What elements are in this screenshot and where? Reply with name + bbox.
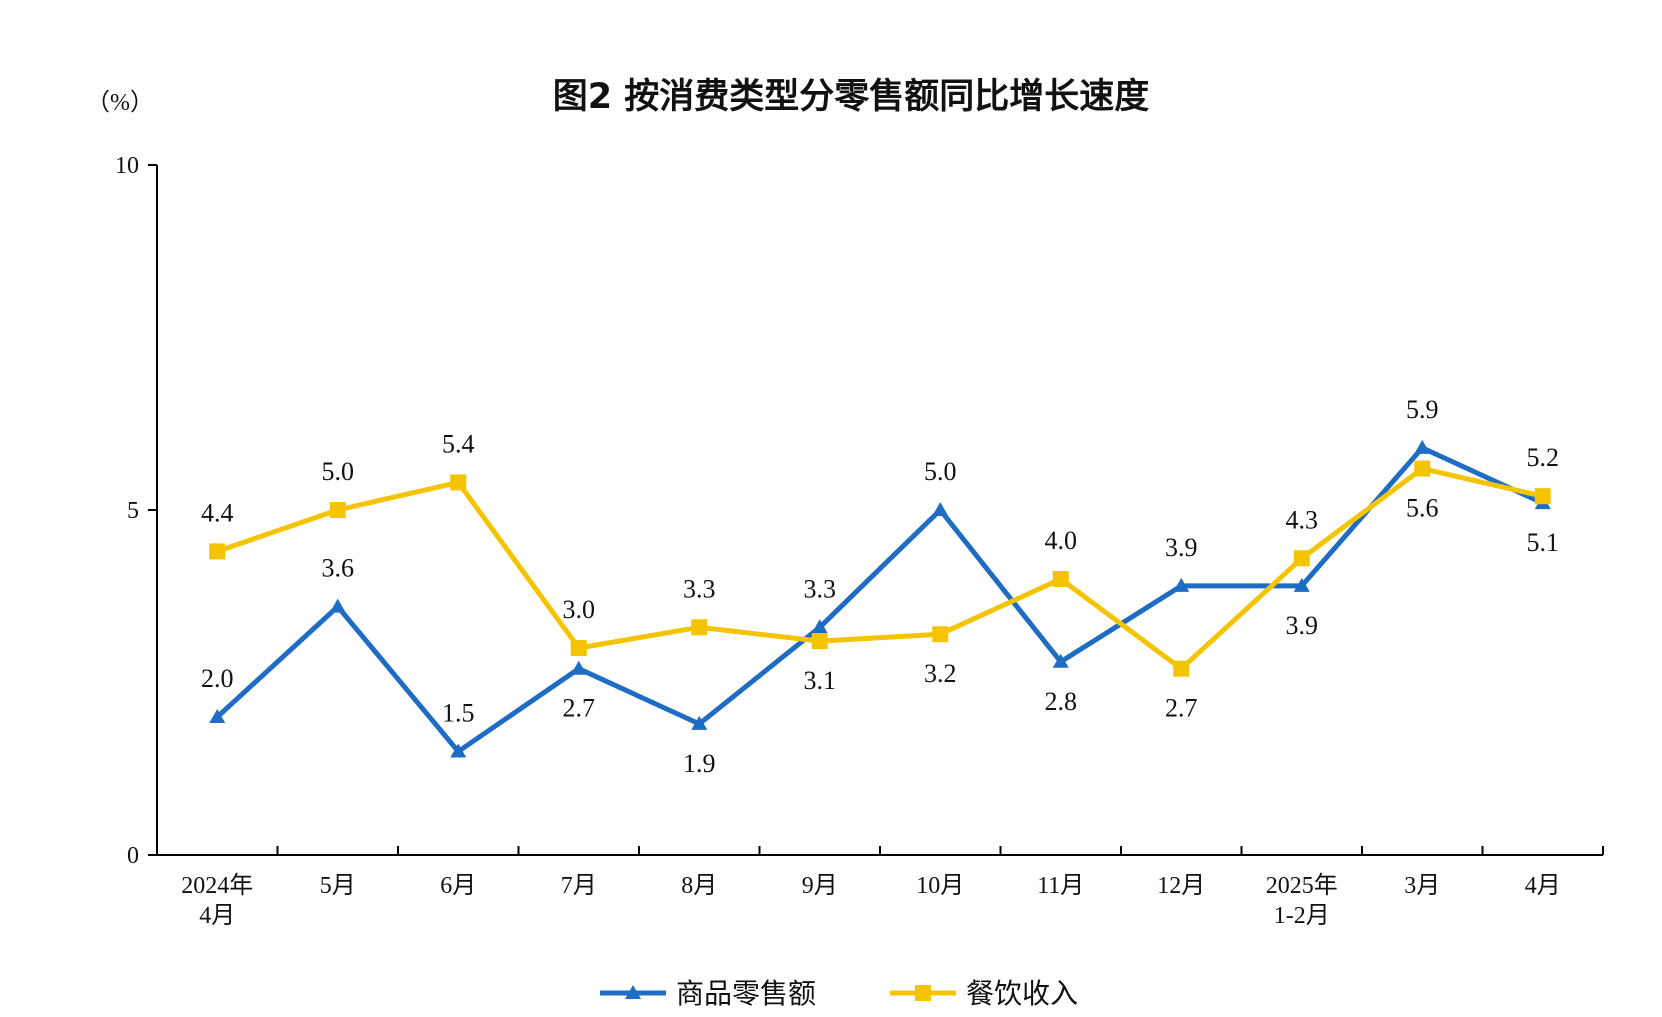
data-point-marker	[691, 619, 708, 636]
data-point-marker	[811, 619, 828, 634]
data-point-marker	[932, 502, 949, 516]
y-tick-label: 0	[127, 843, 139, 869]
x-tick-label: 6月	[440, 873, 476, 899]
data-point-marker	[209, 709, 226, 723]
data-point-marker	[570, 660, 587, 675]
data-label: 1.9	[683, 749, 716, 778]
y-tick-label: 10	[115, 153, 139, 179]
x-tick-label: 9月	[802, 873, 838, 899]
data-point-marker	[1173, 660, 1190, 677]
chart-axes	[156, 165, 1604, 856]
data-label: 1.5	[442, 699, 475, 728]
legend-item: 餐饮收入	[890, 977, 1078, 1010]
data-label: 5.0	[322, 457, 355, 486]
data-label: 3.1	[804, 666, 837, 695]
x-tick-label: 2024年 4月	[181, 872, 253, 929]
data-point-marker	[450, 743, 467, 758]
legend-item: 商品零售额	[600, 977, 816, 1010]
x-tick-label: 4月	[1525, 873, 1561, 899]
x-tick-label: 7月	[561, 873, 597, 899]
data-labels: 2.0 3.6 1.5 2.7 1.9 3.3 5.0 2.8 3.9 3.9 5.9 5.1 4.4 5…	[201, 395, 1559, 778]
x-tick-label: 8月	[681, 873, 717, 899]
data-label: 3.9	[1286, 611, 1319, 640]
legend-label: 餐饮收入	[966, 977, 1078, 1010]
x-tick-label: 11月	[1037, 873, 1084, 899]
data-label: 4.4	[201, 498, 234, 527]
data-point-marker	[570, 640, 587, 656]
data-label: 3.9	[1165, 533, 1198, 562]
x-tick-label: 5月	[320, 873, 356, 899]
data-label: 2.0	[201, 664, 234, 693]
data-label: 3.2	[924, 659, 957, 688]
series-0	[209, 439, 1551, 758]
data-point-marker	[450, 474, 467, 491]
data-label: 4.3	[1286, 505, 1319, 534]
x-tick-label: 10月	[916, 873, 964, 899]
data-label: 2.7	[563, 694, 596, 723]
series-1	[209, 460, 1551, 677]
data-label: 5.2	[1527, 443, 1560, 472]
data-point-marker	[329, 598, 346, 613]
data-point-marker	[1052, 653, 1069, 668]
data-label: 5.4	[442, 429, 475, 458]
data-point-marker	[1414, 439, 1431, 454]
data-label: 5.1	[1527, 528, 1560, 557]
data-point-marker	[329, 502, 346, 518]
data-label: 3.6	[322, 554, 355, 583]
data-point-marker	[1293, 550, 1310, 567]
legend-marker	[625, 985, 641, 999]
x-tick-label: 12月	[1157, 873, 1205, 899]
data-point-marker	[209, 543, 226, 560]
x-axis-category-labels: 2024年 4月 5月 6月 7月 8月 9月 10月 11月 12月 2025年 1-2月 3月 4月	[181, 872, 1561, 929]
data-point-marker	[1293, 577, 1310, 592]
data-label: 4.0	[1045, 526, 1078, 555]
series-lines	[209, 439, 1551, 758]
data-label: 2.7	[1165, 694, 1198, 723]
y-axis-ticks: 0 5 10	[115, 153, 157, 869]
chart-title: 图2 按消费类型分零售额同比增长速度	[553, 77, 1150, 117]
series-line	[216, 466, 1544, 672]
legend: 商品零售额 餐饮收入	[600, 977, 1078, 1010]
data-label: 3.3	[804, 574, 837, 603]
data-label: 5.9	[1406, 395, 1439, 424]
data-label: 2.8	[1045, 687, 1078, 716]
x-tick-label: 3月	[1404, 873, 1440, 899]
data-point-marker	[1173, 577, 1190, 592]
y-axis-unit-label: （%）	[86, 90, 154, 116]
series-line	[215, 445, 1544, 754]
data-label: 3.0	[563, 595, 596, 624]
data-point-marker	[1414, 460, 1431, 477]
data-point-marker	[932, 626, 949, 643]
data-label: 5.0	[924, 457, 957, 486]
data-point-marker	[1534, 488, 1551, 505]
data-point-marker	[811, 633, 828, 650]
legend-label: 商品零售额	[676, 977, 816, 1010]
y-tick-label: 5	[127, 498, 139, 524]
legend-marker	[915, 985, 931, 1001]
data-label: 3.3	[683, 574, 716, 603]
x-tick-label: 2025年 1-2月	[1266, 872, 1338, 929]
data-point-marker	[1052, 571, 1069, 587]
data-label: 5.6	[1406, 494, 1439, 523]
data-point-marker	[691, 715, 708, 730]
